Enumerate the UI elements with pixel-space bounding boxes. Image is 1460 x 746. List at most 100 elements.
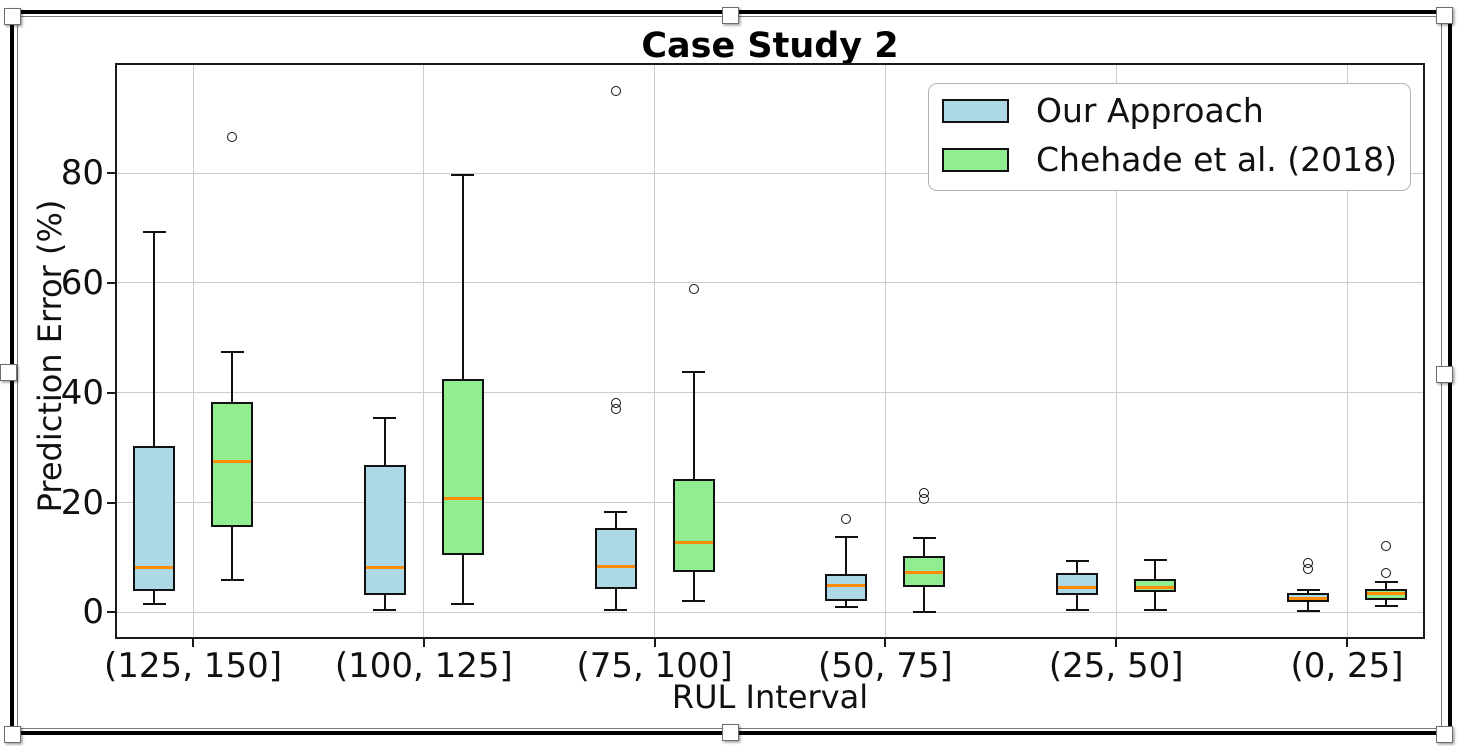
y-tick-label: 20 <box>60 482 104 523</box>
median-line <box>596 564 635 568</box>
whisker-upper <box>692 371 695 480</box>
y-gridline <box>117 611 1423 613</box>
median-line <box>365 566 404 570</box>
whisker-cap-upper <box>142 231 166 234</box>
y-gridline <box>117 172 1423 174</box>
whisker-upper <box>1154 560 1157 580</box>
median-line <box>1058 586 1097 590</box>
plot-area <box>115 63 1425 639</box>
whisker-cap-upper <box>1143 559 1167 562</box>
median-line <box>135 566 173 570</box>
legend-label-our-approach: Our Approach <box>1036 91 1264 130</box>
median-line <box>674 541 713 545</box>
x-gridline <box>1346 65 1348 637</box>
selection-handle-top-left[interactable] <box>4 8 21 25</box>
x-tick-label: (25, 50] <box>1048 646 1184 686</box>
whisker-cap-upper <box>912 537 936 540</box>
whisker-cap-upper <box>1374 580 1398 583</box>
whisker-cap-upper <box>220 351 244 354</box>
whisker-upper <box>1076 561 1079 573</box>
whisker-lower <box>614 589 617 611</box>
x-gridline <box>423 65 425 637</box>
x-gridline <box>192 65 194 637</box>
box-chehade <box>672 479 715 573</box>
whisker-lower <box>231 526 233 581</box>
whisker-upper <box>845 536 848 574</box>
whisker-upper <box>923 538 926 557</box>
legend-swatch-our-approach <box>942 99 1009 123</box>
whisker-cap-lower <box>451 603 475 606</box>
whisker-upper <box>153 232 155 446</box>
selection-handle-middle-right[interactable] <box>1436 366 1453 383</box>
whisker-lower <box>1307 602 1309 612</box>
legend: Our Approach Chehade et al. (2018) <box>928 83 1411 191</box>
box-our-approach <box>1056 572 1099 595</box>
whisker-upper <box>1385 581 1387 589</box>
median-line <box>827 584 866 588</box>
y-axis-tick <box>107 611 115 614</box>
box-chehade <box>441 378 484 555</box>
legend-label-chehade: Chehade et al. (2018) <box>1036 140 1397 179</box>
whisker-cap-upper <box>1065 560 1089 563</box>
outlier-point <box>688 283 699 294</box>
whisker-upper <box>1307 589 1309 594</box>
y-tick-label: 80 <box>60 153 104 194</box>
y-axis-tick <box>107 501 115 504</box>
outlier-point <box>841 513 852 524</box>
whisker-lower <box>383 595 386 610</box>
whisker-lower <box>1154 591 1157 611</box>
whisker-cap-lower <box>1143 609 1167 612</box>
outlier-point <box>1381 567 1391 578</box>
whisker-lower <box>1385 599 1387 606</box>
y-axis-tick <box>107 172 115 175</box>
selection-handle-bottom-center[interactable] <box>722 724 739 741</box>
box-chehade <box>211 402 253 527</box>
x-tick-label: (0, 25] <box>1290 646 1404 686</box>
median-line <box>905 570 944 574</box>
x-axis-tick <box>1346 639 1348 647</box>
x-tick-label: (125, 150] <box>104 646 282 686</box>
median-line <box>1367 591 1405 595</box>
whisker-upper <box>461 174 464 379</box>
box-our-approach <box>825 573 868 602</box>
y-axis-tick <box>107 391 115 394</box>
whisker-upper <box>231 352 233 403</box>
outlier-point <box>1303 557 1313 568</box>
selection-handle-top-right[interactable] <box>1436 7 1453 24</box>
median-line <box>1136 585 1175 589</box>
whisker-cap-upper <box>451 173 475 176</box>
whisker-lower <box>692 572 695 601</box>
chart-title: Case Study 2 <box>641 26 899 66</box>
x-axis-tick <box>884 639 887 647</box>
whisker-cap-lower <box>142 602 166 605</box>
whisker-upper <box>383 417 386 466</box>
x-tick-label: (75, 100] <box>576 646 733 686</box>
outlier-point <box>610 85 621 96</box>
x-axis-tick <box>422 639 425 647</box>
whisker-lower <box>461 554 464 605</box>
y-gridline <box>117 392 1423 394</box>
whisker-lower <box>1076 594 1079 610</box>
x-gridline <box>654 65 656 637</box>
whisker-cap-lower <box>220 579 244 582</box>
y-gridline <box>117 502 1423 503</box>
y-tick-label: 0 <box>82 592 104 633</box>
median-line <box>1289 596 1327 600</box>
y-tick-label: 60 <box>60 262 104 303</box>
selection-handle-top-center[interactable] <box>722 7 739 24</box>
whisker-cap-lower <box>1296 610 1320 613</box>
outlier-point <box>610 398 621 409</box>
whisker-lower <box>845 601 848 608</box>
selection-handle-bottom-right[interactable] <box>1436 726 1453 743</box>
outlier-point <box>1381 541 1391 552</box>
box-our-approach <box>594 528 637 590</box>
whisker-lower <box>923 587 926 612</box>
y-tick-label: 40 <box>60 372 104 413</box>
selection-handle-bottom-left[interactable] <box>4 726 21 743</box>
box-our-approach <box>363 465 406 596</box>
selection-handle-middle-left[interactable] <box>0 364 17 381</box>
x-axis-label: RUL Interval <box>671 678 869 716</box>
